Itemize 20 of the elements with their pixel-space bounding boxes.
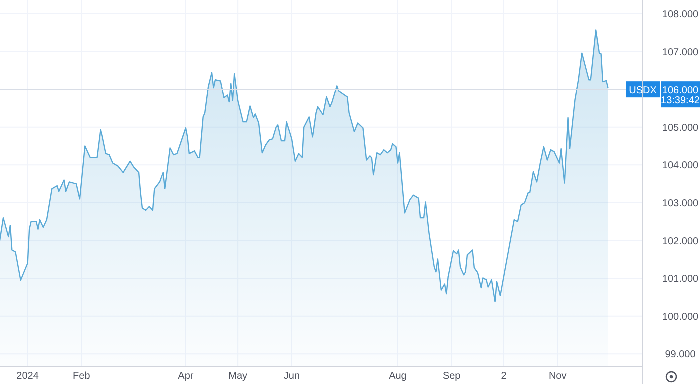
x-tick-label: Nov bbox=[548, 371, 567, 382]
y-tick-label: 102.000 bbox=[662, 236, 700, 248]
x-tick-label: Jun bbox=[284, 371, 300, 382]
y-tick-label: 108.000 bbox=[662, 9, 700, 20]
x-tick-label: 2 bbox=[501, 371, 508, 382]
x-tick-label: Apr bbox=[178, 371, 194, 382]
y-tick-label: 100.000 bbox=[662, 312, 700, 323]
x-tick-label: May bbox=[228, 371, 248, 382]
x-tick-label: Aug bbox=[389, 371, 407, 382]
y-tick-label: 104.000 bbox=[662, 160, 700, 172]
y-tick-label: 99.000 bbox=[665, 350, 696, 361]
x-tick-label: 2024 bbox=[16, 371, 40, 382]
y-tick-label: 101.000 bbox=[662, 274, 700, 286]
text: 13:39:42 bbox=[661, 96, 700, 107]
y-tick-label: 103.000 bbox=[662, 198, 700, 210]
y-tick-label: 106.000 bbox=[662, 86, 700, 97]
y-tick-label: 105.000 bbox=[662, 122, 700, 134]
x-tick-label: Feb bbox=[73, 371, 91, 382]
x-tick-label: Sep bbox=[442, 371, 462, 382]
y-tick-label: 107.000 bbox=[662, 47, 700, 58]
